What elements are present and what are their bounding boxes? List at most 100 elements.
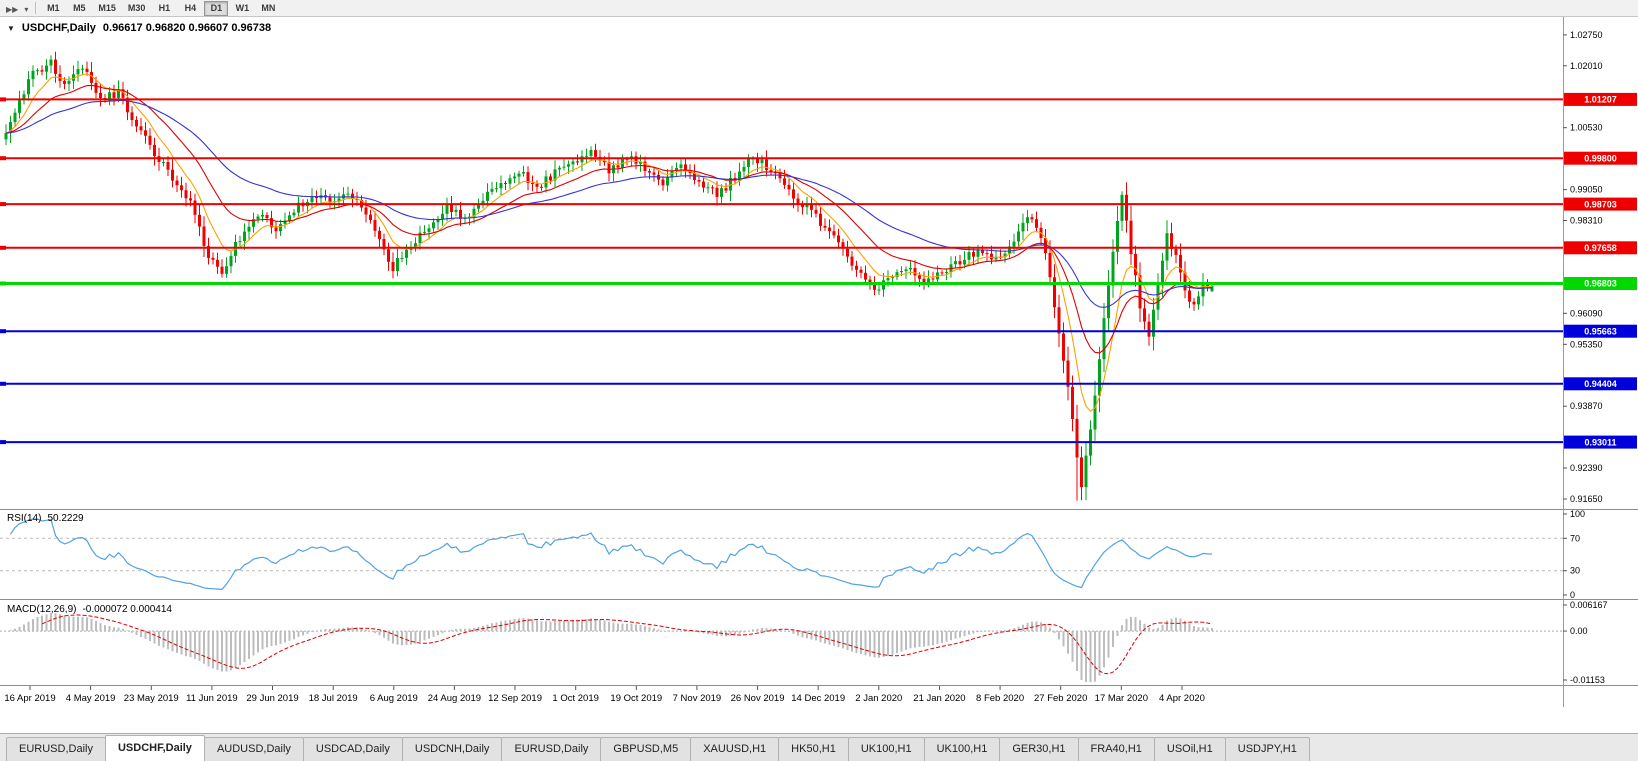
macd-indicator-label: MACD(12,26,9) -0.000072 0.000414 [7,604,172,615]
svg-text:27 Feb 2020: 27 Feb 2020 [1034,693,1087,704]
horizontal-lines-layer [0,97,1563,445]
macd-pane: 0.006167 0.00 -0.01153 [0,600,1608,685]
svg-text:11 Jun 2019: 11 Jun 2019 [186,693,238,704]
svg-text:0.95663: 0.95663 [1584,326,1617,336]
rsi-pane: 100 70 30 0 [0,509,1585,600]
chart-tab-uk100-h1[interactable]: UK100,H1 [847,737,925,761]
svg-text:0.91650: 0.91650 [1570,494,1603,504]
svg-text:26 Nov 2019: 26 Nov 2019 [731,693,785,704]
timeframe-button-h1[interactable]: H1 [158,2,171,13]
svg-text:0.00: 0.00 [1570,626,1588,636]
svg-text:1.00530: 1.00530 [1570,123,1603,133]
svg-text:21 Jan 2020: 21 Jan 2020 [913,693,965,704]
chart-tab-usdchf-daily[interactable]: USDCHF,Daily [104,735,205,761]
symbol-period-label: USDCHF,Daily [21,22,96,34]
chart-dropdown-icon[interactable]: ▾ [24,5,29,14]
svg-text:8 Feb 2020: 8 Feb 2020 [976,693,1024,704]
chart-tab-xauusd-h1[interactable]: XAUUSD,H1 [690,737,780,761]
collapse-arrow-icon[interactable]: ▼ [7,23,15,33]
timeframe-buttons-group: M1 M5 M15 M30 H1 H4 D1 W1 MN [40,0,281,17]
timeframe-toolbar: ▶▶ ▾ M1 M5 M15 M30 H1 H4 D1 W1 MN [0,0,1638,17]
timeframe-button-m5[interactable]: M5 [73,2,86,13]
chart-tab-usdcnh-daily[interactable]: USDCNH,Daily [401,737,503,761]
svg-text:0.99800: 0.99800 [1584,153,1617,163]
svg-text:18 Jul 2019: 18 Jul 2019 [309,693,358,704]
timeframe-button-m1[interactable]: M1 [47,2,60,13]
svg-text:24 Aug 2019: 24 Aug 2019 [428,693,481,704]
svg-text:0.97658: 0.97658 [1584,243,1617,253]
svg-text:17 Mar 2020: 17 Mar 2020 [1095,693,1148,704]
svg-text:0.93011: 0.93011 [1584,437,1616,447]
chart-scroll-icon[interactable]: ▶▶ [6,5,19,14]
svg-text:0.006167: 0.006167 [1570,600,1608,610]
chart-tab-eurusd-daily[interactable]: EURUSD,Daily [6,737,106,761]
timeframe-button-w1[interactable]: W1 [235,2,250,13]
toolbar-icons: ▶▶ ▾ [3,0,31,17]
svg-text:4 Apr 2020: 4 Apr 2020 [1159,693,1205,704]
price-badge: 0.94404 [1564,377,1637,391]
svg-text:2 Jan 2020: 2 Jan 2020 [855,693,902,704]
candles-layer [4,51,1214,501]
svg-text:1.01207: 1.01207 [1584,95,1617,105]
rsi-value: 50.2229 [47,513,84,524]
rsi-indicator-label: RSI(14) 50.2229 [7,513,84,524]
moving-averages-layer [5,73,1213,413]
svg-text:19 Oct 2019: 19 Oct 2019 [610,693,662,704]
macd-name: MACD(12,26,9) [7,604,77,615]
svg-text:100: 100 [1570,509,1585,519]
chart-tab-fra40-h1[interactable]: FRA40,H1 [1077,737,1155,761]
svg-text:0: 0 [1570,590,1575,600]
svg-text:1 Oct 2019: 1 Oct 2019 [552,693,598,704]
chart-tabbar: EURUSD,Daily USDCHF,Daily AUDUSD,Daily USDC… [0,733,1638,761]
svg-text:0.99050: 0.99050 [1570,185,1603,195]
rsi-name: RSI(14) [7,513,42,524]
price-badge: 0.96803 [1564,277,1637,290]
price-badge: 0.95663 [1564,324,1637,338]
chart-tab-usoil-h1[interactable]: USOil,H1 [1153,737,1226,761]
price-axis: 1.02750 1.02010 1.00530 0.99050 0.98310 0.960… [1563,30,1637,504]
chart-tab-audusd-daily[interactable]: AUDUSD,Daily [203,737,304,761]
svg-text:0.93870: 0.93870 [1570,401,1603,411]
svg-text:14 Dec 2019: 14 Dec 2019 [791,693,845,704]
svg-text:4 May 2019: 4 May 2019 [66,693,116,704]
svg-text:6 Aug 2019: 6 Aug 2019 [370,693,418,704]
chart-tab-ger30-h1[interactable]: GER30,H1 [999,737,1079,761]
svg-text:-0.01153: -0.01153 [1570,675,1605,685]
chart-tab-hk50-h1[interactable]: HK50,H1 [778,737,849,761]
svg-text:7 Nov 2019: 7 Nov 2019 [673,693,722,704]
chart-window: 1.02750 1.02010 1.00530 0.99050 0.98310 0.960… [0,17,1638,733]
price-badge: 1.01207 [1564,92,1637,106]
price-badge: 0.98703 [1564,197,1637,211]
svg-text:0.94404: 0.94404 [1584,379,1617,389]
svg-text:0.96090: 0.96090 [1570,308,1603,318]
svg-text:0.95350: 0.95350 [1570,339,1603,349]
svg-text:70: 70 [1570,533,1580,543]
timeframe-button-m15[interactable]: M15 [98,2,116,13]
chart-tab-usdjpy-h1[interactable]: USDJPY,H1 [1224,737,1310,761]
timeframe-button-mn[interactable]: MN [261,2,276,13]
svg-text:30: 30 [1570,566,1580,576]
price-badge: 0.93011 [1564,435,1637,449]
price-chart-canvas[interactable]: 1.02750 1.02010 1.00530 0.99050 0.98310 0.960… [0,17,1638,733]
chart-tab-uk100-h1[interactable]: UK100,H1 [923,737,1001,761]
timeframe-button-m30[interactable]: M30 [127,2,146,13]
chart-title: ▼ USDCHF,Daily 0.96617 0.96820 0.96607 0… [7,22,271,34]
timeframe-button-h4[interactable]: H4 [184,2,197,13]
price-badge: 0.99800 [1564,151,1637,165]
chart-tab-eurusd-daily[interactable]: EURUSD,Daily [501,737,602,761]
svg-text:0.98703: 0.98703 [1584,199,1617,209]
price-badge: 0.97658 [1564,241,1637,255]
svg-text:16 Apr 2019: 16 Apr 2019 [4,693,55,704]
chart-tab-usdcad-daily[interactable]: USDCAD,Daily [302,737,403,761]
chart-tab-gbpusd-m5[interactable]: GBPUSD,M5 [600,737,692,761]
svg-text:0.96803: 0.96803 [1584,279,1617,289]
svg-text:1.02750: 1.02750 [1570,30,1603,40]
svg-text:0.92390: 0.92390 [1570,463,1603,473]
svg-text:1.02010: 1.02010 [1570,61,1603,71]
timeframe-button-d1[interactable]: D1 [204,0,229,16]
svg-text:0.98310: 0.98310 [1570,216,1603,226]
date-axis: 16 Apr 2019 4 May 2019 23 May 2019 11 Jun 2… [4,686,1205,704]
svg-text:29 Jun 2019: 29 Jun 2019 [246,693,298,704]
macd-value: -0.000072 0.000414 [82,604,172,615]
toolbar-separator [35,2,37,14]
